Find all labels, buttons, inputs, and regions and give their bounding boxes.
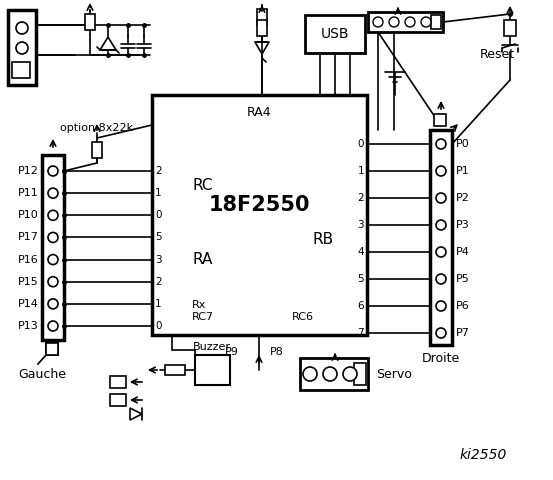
Circle shape	[389, 17, 399, 27]
Text: ki2550: ki2550	[460, 448, 507, 462]
Circle shape	[48, 232, 58, 242]
Text: 3: 3	[357, 220, 364, 230]
Text: 2: 2	[155, 166, 161, 176]
Text: P17: P17	[18, 232, 39, 242]
Text: 2: 2	[357, 193, 364, 203]
Circle shape	[421, 17, 431, 27]
Bar	[110, 394, 126, 406]
Text: 0: 0	[357, 139, 364, 149]
Circle shape	[16, 42, 28, 54]
Text: Servo: Servo	[376, 368, 412, 381]
Text: P10: P10	[18, 210, 39, 220]
Bar	[434, 114, 446, 126]
Text: P9: P9	[225, 347, 239, 357]
Text: P4: P4	[456, 247, 470, 257]
Text: P2: P2	[456, 193, 470, 203]
Text: P7: P7	[456, 328, 470, 338]
Text: 5: 5	[155, 232, 161, 242]
Text: P3: P3	[456, 220, 469, 230]
Text: Buzzer: Buzzer	[193, 342, 231, 352]
Circle shape	[343, 367, 357, 381]
Text: P0: P0	[456, 139, 469, 149]
Text: RB: RB	[312, 232, 333, 248]
Circle shape	[436, 193, 446, 203]
Text: RC6: RC6	[292, 312, 314, 322]
Circle shape	[436, 301, 446, 311]
Text: RA: RA	[192, 252, 212, 267]
Text: P8: P8	[270, 347, 284, 357]
Bar	[257, 9, 267, 25]
Text: 0: 0	[155, 321, 161, 331]
Circle shape	[436, 328, 446, 338]
Circle shape	[48, 276, 58, 287]
Circle shape	[48, 299, 58, 309]
Text: 0: 0	[155, 210, 161, 220]
Circle shape	[303, 367, 317, 381]
Circle shape	[436, 166, 446, 176]
Bar	[165, 365, 185, 375]
Text: 5: 5	[357, 274, 364, 284]
Bar	[85, 14, 95, 30]
Bar	[305, 15, 365, 53]
Text: P12: P12	[18, 166, 39, 176]
Text: Gauche: Gauche	[18, 369, 66, 382]
Text: P11: P11	[18, 188, 39, 198]
Circle shape	[48, 254, 58, 264]
Bar	[42, 155, 64, 340]
Bar	[12, 62, 30, 78]
Bar	[300, 358, 368, 390]
Text: 1: 1	[357, 166, 364, 176]
Text: P5: P5	[456, 274, 469, 284]
Text: 1: 1	[155, 299, 161, 309]
Text: Rx: Rx	[192, 300, 206, 310]
Text: Reset: Reset	[480, 48, 515, 61]
Bar	[431, 15, 441, 29]
Text: P6: P6	[456, 301, 469, 311]
Bar	[8, 10, 36, 85]
Circle shape	[48, 166, 58, 176]
Text: P1: P1	[456, 166, 469, 176]
Bar	[354, 363, 366, 385]
Text: RC: RC	[192, 178, 212, 192]
Bar	[110, 376, 126, 388]
Text: P16: P16	[18, 254, 39, 264]
Text: 1: 1	[155, 188, 161, 198]
Circle shape	[16, 22, 28, 34]
Circle shape	[48, 321, 58, 331]
Circle shape	[436, 247, 446, 257]
Bar	[257, 20, 267, 36]
Bar	[368, 12, 443, 32]
Text: 7: 7	[357, 328, 364, 338]
Text: 18F2550: 18F2550	[208, 195, 310, 215]
Text: RA4: RA4	[247, 107, 272, 120]
Text: P14: P14	[18, 299, 39, 309]
Bar	[46, 343, 58, 355]
Bar	[430, 130, 452, 345]
Bar	[152, 95, 367, 335]
Circle shape	[436, 139, 446, 149]
Text: 3: 3	[155, 254, 161, 264]
Text: 2: 2	[155, 276, 161, 287]
Bar	[504, 20, 516, 36]
Bar	[195, 355, 230, 385]
Text: P15: P15	[18, 276, 39, 287]
Text: 4: 4	[357, 247, 364, 257]
Circle shape	[405, 17, 415, 27]
Circle shape	[436, 274, 446, 284]
Circle shape	[436, 220, 446, 230]
Text: USB: USB	[321, 27, 349, 41]
Text: option 8x22k: option 8x22k	[60, 123, 133, 133]
Circle shape	[373, 17, 383, 27]
Text: Droite: Droite	[422, 352, 460, 365]
Text: 6: 6	[357, 301, 364, 311]
Text: RC7: RC7	[192, 312, 214, 322]
Text: P13: P13	[18, 321, 39, 331]
Bar	[46, 343, 58, 355]
Circle shape	[48, 210, 58, 220]
Circle shape	[323, 367, 337, 381]
Bar	[92, 142, 102, 158]
Circle shape	[48, 188, 58, 198]
